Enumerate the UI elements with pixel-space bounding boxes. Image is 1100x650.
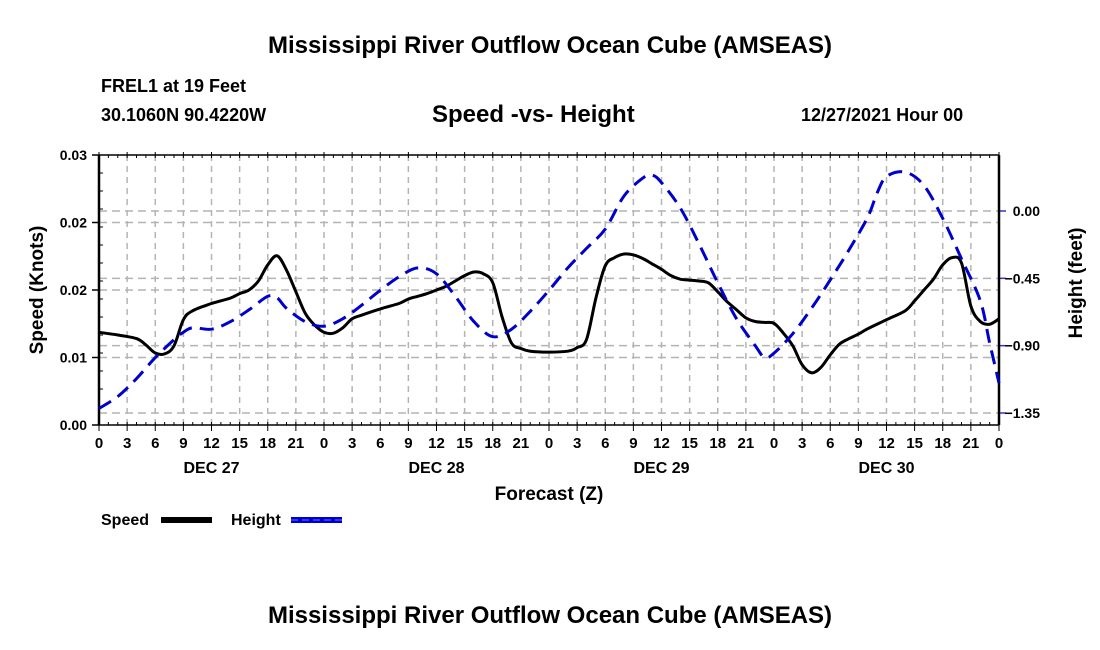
series-line-height	[98, 170, 1001, 410]
coordinates-label: 30.1060N 90.4220W	[101, 105, 267, 125]
y-tick-label: 0.02	[60, 282, 87, 298]
day-label: DEC 28	[408, 460, 464, 477]
y-axis-label: Speed (Knots)	[27, 226, 48, 355]
legend-height-label: Height	[231, 512, 281, 529]
chart-subtitle: Speed -vs- Height	[432, 101, 635, 128]
y2-tick-label: 0.00	[1013, 203, 1040, 219]
axes: 0 3 6 9 12 15 18 21 0 3 6 9 12 15 18 21 0 3 6 9 12 15 18 21 0 3 6 9…	[60, 147, 1040, 477]
series-line-speed	[98, 252, 1000, 375]
x-tick-label: 3	[123, 435, 131, 452]
x-tick-label: 12	[878, 435, 895, 452]
y-tick-label: 0.00	[60, 417, 87, 433]
x-tick-label: 6	[601, 435, 609, 452]
forecast-datetime: 12/27/2021 Hour 00	[801, 105, 964, 125]
x-tick-label: 0	[995, 435, 1003, 452]
x-tick-label: 15	[906, 435, 923, 452]
x-tick-label: 3	[348, 435, 356, 452]
x-tick-label: 18	[709, 435, 726, 452]
x-tick-label: 9	[629, 435, 637, 452]
x-tick-label: 3	[573, 435, 581, 452]
x-tick-label: 9	[404, 435, 412, 452]
x-tick-label: 18	[259, 435, 276, 452]
x-tick-label: 15	[456, 435, 473, 452]
x-tick-label: 6	[826, 435, 834, 452]
x-tick-label: 21	[963, 435, 980, 452]
x-tick-label: 12	[428, 435, 445, 452]
x-tick-label: 0	[770, 435, 778, 452]
y2-tick-label: −1.35	[1005, 405, 1041, 421]
x-tick-label: 3	[798, 435, 806, 452]
y-tick-label: 0.02	[60, 215, 87, 231]
day-label: DEC 27	[183, 460, 239, 477]
x-tick-label: 6	[151, 435, 159, 452]
x-tick-label: 15	[231, 435, 248, 452]
x-tick-label: 6	[376, 435, 384, 452]
station-label: FREL1 at 19 Feet	[101, 76, 247, 96]
x-tick-label: 18	[484, 435, 501, 452]
x-tick-label: 9	[854, 435, 862, 452]
x-tick-label: 21	[738, 435, 755, 452]
legend-speed-label: Speed	[101, 512, 149, 529]
x-axis-label: Forecast (Z)	[495, 484, 604, 505]
day-label: DEC 30	[858, 460, 914, 477]
y2-tick-label: −0.45	[1005, 270, 1041, 286]
x-tick-label: 18	[934, 435, 951, 452]
series	[98, 170, 1001, 410]
x-tick-label: 15	[681, 435, 698, 452]
x-tick-label: 21	[513, 435, 530, 452]
x-tick-label: 21	[288, 435, 305, 452]
x-tick-label: 9	[179, 435, 187, 452]
y2-tick-label: −0.90	[1005, 338, 1041, 354]
day-label: DEC 29	[633, 460, 689, 477]
grid	[99, 155, 999, 425]
y-tick-label: 0.01	[60, 350, 87, 366]
footer-title: Mississippi River Outflow Ocean Cube (AM…	[267, 602, 833, 629]
y-tick-label: 0.03	[60, 147, 87, 163]
x-tick-label: 12	[653, 435, 670, 452]
legend: Speed Height	[101, 512, 342, 529]
chart-title: Mississippi River Outflow Ocean Cube (AM…	[267, 32, 833, 59]
x-tick-label: 0	[320, 435, 328, 452]
y2-axis-label: Height (feet)	[1066, 228, 1087, 339]
x-tick-label: 0	[545, 435, 553, 452]
x-tick-label: 0	[95, 435, 103, 452]
x-tick-label: 12	[203, 435, 220, 452]
